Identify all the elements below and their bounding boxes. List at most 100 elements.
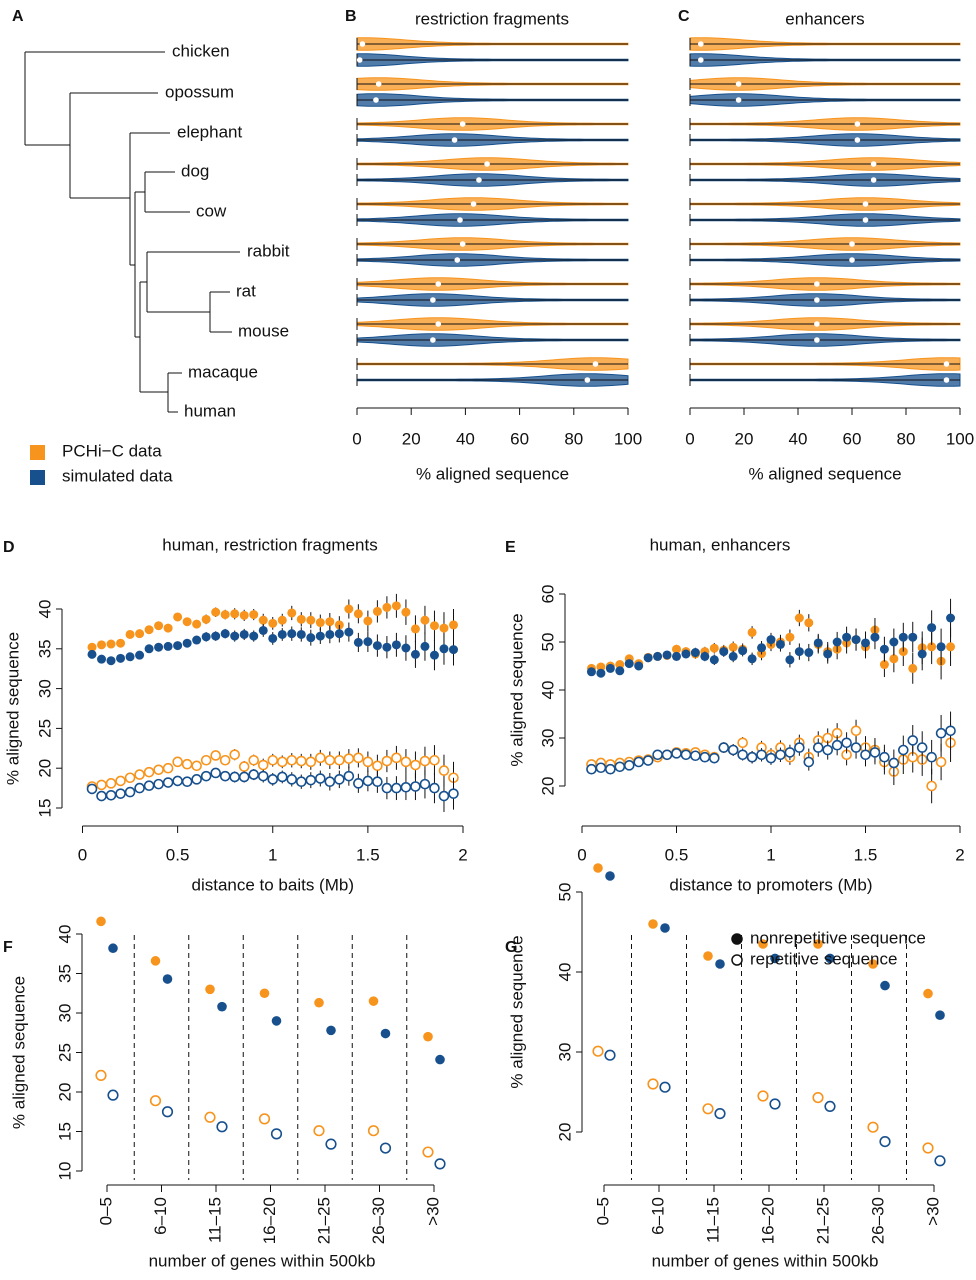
data-point [922, 1142, 934, 1154]
x-tick-label: 2 [458, 845, 467, 864]
data-point [653, 651, 663, 661]
data-point [154, 621, 164, 631]
data-point [615, 660, 625, 670]
data-point [259, 988, 270, 999]
y-tick-label: 20 [555, 1123, 574, 1142]
data-point [926, 780, 937, 792]
data-point [134, 769, 145, 780]
data-point [153, 764, 164, 776]
data-point [868, 959, 878, 969]
median-dot [735, 97, 742, 103]
data-point [372, 776, 383, 788]
data-point [344, 604, 354, 614]
data-point [879, 1135, 891, 1148]
x-tick-label: 100 [946, 429, 974, 448]
median-dot [373, 97, 379, 103]
data-point [662, 650, 672, 660]
data-point [842, 632, 852, 642]
legend-label: PCHi−C data [62, 441, 162, 460]
panel-label: G [505, 939, 517, 956]
data-point [200, 754, 212, 766]
median-dot [849, 257, 855, 263]
data-point [908, 632, 918, 642]
data-point [305, 756, 317, 768]
data-point [205, 984, 215, 995]
data-point [295, 776, 307, 788]
data-point [429, 621, 439, 631]
data-point [419, 755, 431, 767]
x-tick-label: 0 [577, 845, 586, 864]
median-dot [854, 121, 861, 127]
data-point [191, 774, 202, 785]
data-point [756, 749, 767, 761]
data-point [897, 744, 909, 756]
y-tick-label: 20 [538, 777, 557, 796]
legend-label: repetitive sequence [750, 949, 897, 968]
data-point [271, 1016, 282, 1026]
data-point [718, 742, 730, 753]
x-axis-label: % aligned sequence [748, 464, 901, 483]
data-point [429, 782, 440, 794]
x-tick-label: 40 [456, 429, 475, 448]
x-tick-label: 60 [843, 429, 862, 448]
data-point [438, 790, 450, 802]
data-point [934, 1155, 946, 1167]
data-point [201, 614, 211, 624]
data-point [410, 649, 420, 659]
x-tick-label: >30 [423, 1197, 442, 1226]
data-point [248, 754, 260, 766]
data-point [353, 637, 363, 647]
data-point [220, 629, 230, 639]
data-point [880, 980, 890, 991]
data-point [305, 774, 317, 786]
data-point [703, 951, 713, 961]
data-point [672, 644, 681, 654]
data-point [286, 774, 298, 785]
data-point [604, 1049, 616, 1061]
data-point [804, 648, 814, 658]
data-point [757, 643, 767, 653]
data-point [87, 649, 97, 659]
data-point [643, 653, 653, 663]
y-tick-label: 60 [538, 585, 557, 604]
data-point [238, 761, 250, 772]
data-point [596, 668, 606, 678]
median-dot [454, 257, 461, 263]
x-tick-label: 0.5 [166, 845, 190, 864]
x-tick-label: 0 [685, 429, 694, 448]
data-point [794, 742, 805, 753]
data-point [277, 615, 287, 625]
median-dot [735, 81, 742, 87]
median-dot [943, 377, 950, 383]
y-tick-label: 30 [555, 1043, 574, 1062]
data-point [851, 635, 861, 645]
data-point [813, 939, 823, 949]
data-point [153, 778, 164, 790]
data-point [879, 751, 890, 763]
data-point [362, 756, 374, 768]
data-point [313, 1125, 325, 1137]
panel-title: restriction fragments [415, 9, 569, 28]
data-point [615, 666, 625, 676]
data-point [106, 639, 116, 649]
leaf-label: chicken [172, 41, 230, 60]
x-tick-label: 0–5 [96, 1197, 115, 1225]
x-tick-label: 11–15 [205, 1197, 224, 1243]
x-axis-label: number of genes within 500kb [652, 1251, 879, 1270]
median-dot [698, 41, 704, 47]
data-point [889, 654, 899, 664]
data-point [889, 637, 899, 647]
data-point [379, 1142, 392, 1154]
data-point [867, 1121, 879, 1133]
median-dot [862, 217, 869, 223]
data-point [149, 1095, 162, 1107]
data-point [306, 633, 316, 643]
y-tick-label: 30 [55, 1004, 74, 1023]
data-point [747, 627, 757, 637]
data-point [257, 759, 269, 771]
data-point [239, 610, 249, 620]
median-dot [870, 161, 877, 167]
data-point [315, 631, 325, 641]
data-point [96, 790, 107, 802]
x-tick-label: 1.5 [854, 845, 878, 864]
